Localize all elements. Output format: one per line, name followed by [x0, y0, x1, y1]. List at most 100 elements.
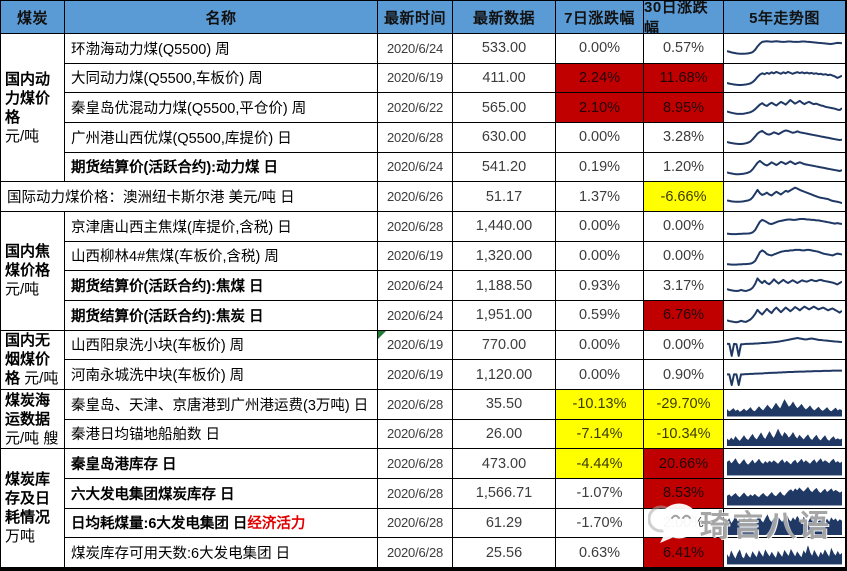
sparkline-cell[interactable]: [724, 211, 846, 242]
name-cell[interactable]: 秦皇岛港库存 日: [65, 449, 378, 479]
pct30-cell[interactable]: 8.53%: [644, 478, 724, 509]
sparkline-cell[interactable]: [724, 241, 846, 272]
pct30-cell[interactable]: 0.00%: [644, 211, 724, 242]
sparkline-cell[interactable]: [724, 182, 846, 212]
date-cell[interactable]: 2020/6/28: [378, 508, 453, 539]
value-cell[interactable]: 1,951.00: [453, 300, 556, 331]
value-cell[interactable]: 61.29: [453, 508, 556, 539]
value-cell[interactable]: 51.17: [453, 182, 556, 212]
pct30-cell[interactable]: 11.68%: [644, 63, 724, 94]
name-cell[interactable]: 期货结算价(活跃合约):动力煤 日: [65, 152, 378, 183]
date-cell[interactable]: 2020/6/24: [378, 271, 453, 301]
column-header-6[interactable]: 30日涨跌幅: [644, 1, 724, 34]
value-cell[interactable]: 1,320.00: [453, 241, 556, 272]
pct30-cell[interactable]: 6.76%: [644, 300, 724, 331]
name-cell[interactable]: 秦皇岛优混动力煤(Q5500,平仓价) 周: [65, 93, 378, 123]
sparkline-cell[interactable]: [724, 93, 846, 123]
date-cell[interactable]: 2020/6/28: [378, 419, 453, 450]
pct7-cell[interactable]: 2.24%: [556, 63, 644, 94]
pct7-cell[interactable]: 0.63%: [556, 538, 644, 568]
value-cell[interactable]: 565.00: [453, 93, 556, 123]
pct7-cell[interactable]: -4.44%: [556, 449, 644, 479]
pct7-cell[interactable]: 0.00%: [556, 241, 644, 272]
column-header-3[interactable]: 最新时间: [378, 1, 453, 34]
sparkline-cell[interactable]: [724, 271, 846, 301]
sparkline-cell[interactable]: [724, 34, 846, 64]
date-cell[interactable]: 2020/6/24: [378, 152, 453, 183]
value-cell[interactable]: 26.00: [453, 419, 556, 450]
sparkline-cell[interactable]: [724, 360, 846, 390]
date-cell[interactable]: 2020/6/28: [378, 389, 453, 420]
pct30-cell[interactable]: -6.66%: [644, 182, 724, 212]
sparkline-cell[interactable]: [724, 63, 846, 94]
category-cell[interactable]: 国内焦 煤价格 元/吨: [1, 211, 65, 331]
pct30-cell[interactable]: 0.00%: [644, 241, 724, 272]
category-cell[interactable]: 煤炭库 存及日 耗情况 万吨: [1, 449, 65, 568]
pct7-cell[interactable]: 0.19%: [556, 152, 644, 183]
date-cell[interactable]: 2020/6/24: [378, 34, 453, 64]
pct7-cell[interactable]: 2.10%: [556, 93, 644, 123]
pct7-cell[interactable]: -10.13%: [556, 389, 644, 420]
sparkline-cell[interactable]: [724, 419, 846, 450]
name-cell[interactable]: 秦皇岛、天津、京唐港到广州港运费(3万吨) 日: [65, 389, 378, 420]
name-cell[interactable]: 京津唐山西主焦煤(库提价,含税) 日: [65, 211, 378, 242]
date-cell[interactable]: 2020/6/19: [378, 63, 453, 94]
name-cell[interactable]: 大同动力煤(Q5500,车板价) 周: [65, 63, 378, 94]
pct30-cell[interactable]: 0.57%: [644, 34, 724, 64]
value-cell[interactable]: 35.50: [453, 389, 556, 420]
sparkline-cell[interactable]: [724, 389, 846, 420]
sparkline-cell[interactable]: [724, 122, 846, 153]
pct7-cell[interactable]: 0.00%: [556, 122, 644, 153]
value-cell[interactable]: 1,120.00: [453, 360, 556, 390]
sparkline-cell[interactable]: [724, 449, 846, 479]
pct7-cell[interactable]: -1.70%: [556, 508, 644, 539]
value-cell[interactable]: 411.00: [453, 63, 556, 94]
pct30-cell[interactable]: -10.34%: [644, 419, 724, 450]
pct7-cell[interactable]: -7.14%: [556, 419, 644, 450]
name-cell[interactable]: 河南永城洗中块(车板价) 周: [65, 360, 378, 390]
name-cell[interactable]: 六大发电集团煤炭库存 日: [65, 478, 378, 509]
date-cell[interactable]: 2020/6/28: [378, 478, 453, 509]
sparkline-cell[interactable]: [724, 508, 846, 539]
pct30-cell[interactable]: 3.17%: [644, 271, 724, 301]
column-header-2[interactable]: 名称: [65, 1, 378, 34]
column-header-1[interactable]: 煤炭: [1, 1, 65, 34]
date-cell[interactable]: 2020/6/28: [378, 122, 453, 153]
value-cell[interactable]: 541.20: [453, 152, 556, 183]
pct7-cell[interactable]: 0.00%: [556, 211, 644, 242]
date-cell[interactable]: 2020/6/28: [378, 538, 453, 568]
value-cell[interactable]: 533.00: [453, 34, 556, 64]
pct30-cell[interactable]: 8.95%: [644, 93, 724, 123]
date-cell[interactable]: 2020/6/26: [378, 182, 453, 212]
sparkline-cell[interactable]: [724, 478, 846, 509]
value-cell[interactable]: 1,440.00: [453, 211, 556, 242]
name-cell[interactable]: 环渤海动力煤(Q5500) 周: [65, 34, 378, 64]
pct30-cell[interactable]: 0.00%: [644, 330, 724, 361]
date-cell[interactable]: 2020/6/28: [378, 449, 453, 479]
pct7-cell[interactable]: 1.37%: [556, 182, 644, 212]
value-cell[interactable]: 473.00: [453, 449, 556, 479]
date-cell[interactable]: 2020/6/19: [378, 360, 453, 390]
name-cell[interactable]: 山西阳泉洗小块(车板价) 周: [65, 330, 378, 361]
value-cell[interactable]: 770.00: [453, 330, 556, 361]
sparkline-cell[interactable]: [724, 300, 846, 331]
category-cell[interactable]: 国内动 力煤价格元/吨: [1, 34, 65, 183]
value-cell[interactable]: 1,566.71: [453, 478, 556, 509]
name-cell[interactable]: 秦港日均锚地船舶数 日: [65, 419, 378, 450]
name-cell[interactable]: 国际动力煤价格：澳洲纽卡斯尔港 美元/吨 日: [1, 182, 378, 212]
pct30-cell[interactable]: 6.41%: [644, 538, 724, 568]
pct30-cell[interactable]: 1.20%: [644, 152, 724, 183]
column-header-7[interactable]: 5年走势图: [724, 1, 846, 34]
value-cell[interactable]: 25.56: [453, 538, 556, 568]
sparkline-cell[interactable]: [724, 152, 846, 183]
category-cell[interactable]: 国内无 烟煤价格 元/吨: [1, 330, 65, 390]
category-cell[interactable]: 煤炭海 运数据 元/吨 艘: [1, 389, 65, 450]
column-header-5[interactable]: 7日涨跌幅: [556, 1, 644, 34]
pct30-cell[interactable]: 3.28%: [644, 122, 724, 153]
pct30-cell[interactable]: 2.00%: [644, 508, 724, 539]
pct7-cell[interactable]: -1.07%: [556, 478, 644, 509]
column-header-4[interactable]: 最新数据: [453, 1, 556, 34]
pct7-cell[interactable]: 0.93%: [556, 271, 644, 301]
pct30-cell[interactable]: 20.66%: [644, 449, 724, 479]
sparkline-cell[interactable]: [724, 538, 846, 568]
